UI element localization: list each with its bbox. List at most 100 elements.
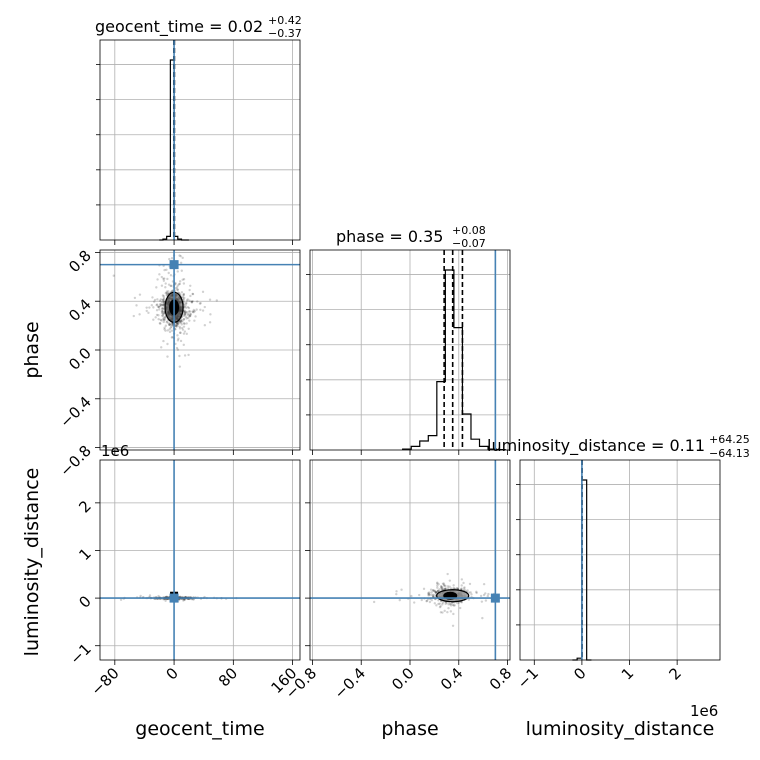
sample-point — [429, 588, 433, 591]
sample-point — [479, 594, 483, 598]
sample-point — [184, 313, 187, 317]
x-tick-label-phase: −0.4 — [331, 664, 369, 702]
sample-point — [436, 581, 439, 584]
sample-point — [158, 322, 162, 325]
sample-point — [167, 271, 170, 275]
sample-point — [441, 601, 445, 604]
sample-point — [179, 319, 183, 323]
sample-point — [188, 314, 192, 317]
sample-point — [183, 354, 187, 357]
sample-point — [164, 282, 167, 285]
sample-point — [133, 296, 137, 300]
sample-point — [463, 587, 466, 590]
sample-point — [442, 582, 446, 585]
sample-point — [431, 594, 435, 597]
sample-point — [186, 305, 190, 309]
sample-point — [183, 296, 186, 300]
sample-point — [439, 584, 443, 588]
sample-point — [468, 582, 472, 586]
sample-point — [184, 311, 188, 314]
sample-point — [190, 301, 194, 304]
sample-point — [186, 316, 190, 320]
sample-point — [432, 593, 435, 596]
sample-point — [182, 293, 185, 296]
sample-point — [203, 305, 206, 309]
sample-point — [162, 320, 165, 324]
sample-point — [185, 322, 188, 325]
sample-point — [170, 329, 174, 332]
y-tick-label-phase: −0.4 — [56, 393, 94, 431]
sample-point — [162, 312, 165, 315]
sample-point — [452, 612, 455, 616]
sample-point — [158, 299, 162, 303]
sample-point — [430, 593, 433, 597]
x-tick-label-phase: 0.0 — [388, 664, 418, 694]
sample-point — [201, 290, 205, 294]
sample-point — [181, 256, 184, 260]
sample-point — [187, 306, 191, 310]
sample-point — [138, 313, 141, 316]
sample-point — [398, 598, 401, 602]
sample-point — [440, 587, 444, 591]
sample-point — [161, 310, 164, 314]
sample-point — [182, 298, 185, 301]
sample-point — [182, 282, 186, 285]
sample-point — [162, 317, 165, 320]
sample-point — [192, 308, 196, 312]
sample-point — [162, 316, 166, 319]
x-tick-label-luminosity_distance: 0 — [570, 664, 589, 683]
sample-point — [157, 594, 160, 598]
sample-point — [154, 316, 157, 319]
sample-point — [182, 294, 185, 297]
sample-point — [466, 589, 469, 592]
sample-point — [436, 586, 439, 589]
sample-point — [181, 319, 184, 323]
sample-point — [138, 293, 142, 296]
sample-point — [400, 588, 403, 591]
y-tick-label-luminosity_distance: −1 — [66, 640, 94, 668]
sample-point — [439, 605, 442, 608]
sample-point — [171, 323, 174, 326]
sample-point — [179, 254, 182, 258]
sample-point — [176, 348, 180, 351]
sample-point — [176, 288, 180, 291]
sample-point — [184, 302, 188, 305]
sample-point — [449, 604, 453, 607]
sample-point — [157, 305, 160, 309]
sample-point — [167, 290, 170, 293]
sample-point — [159, 302, 162, 306]
sample-point — [160, 275, 164, 279]
sample-point — [170, 257, 174, 260]
sample-point — [171, 324, 174, 327]
sample-point — [443, 587, 447, 591]
sample-point — [162, 301, 165, 304]
sample-point — [162, 296, 166, 299]
sample-point — [176, 334, 179, 337]
sample-point — [163, 318, 166, 322]
sample-point — [153, 298, 157, 302]
sample-point — [174, 324, 177, 328]
sample-point — [176, 324, 179, 328]
sample-point — [199, 308, 202, 312]
sample-point — [166, 277, 169, 281]
sample-point — [178, 331, 182, 334]
sample-point — [186, 310, 189, 314]
sample-point — [176, 270, 179, 273]
sample-point — [152, 318, 155, 321]
sample-point — [170, 323, 173, 326]
sample-point — [395, 590, 398, 593]
sample-point — [155, 286, 158, 289]
sample-point — [184, 304, 187, 307]
sample-point — [446, 572, 449, 576]
sample-point — [417, 593, 421, 597]
sample-point — [431, 589, 435, 592]
x-tick-label-geocent_time: −80 — [88, 664, 123, 699]
sample-point — [203, 324, 207, 327]
title-phase: phase = 0.35 — [336, 227, 443, 246]
sample-point — [183, 312, 187, 316]
title-geocent-time: geocent_time = 0.02 — [95, 17, 263, 37]
sample-point — [168, 322, 172, 325]
sample-point — [187, 353, 190, 357]
sample-point — [188, 310, 192, 313]
sample-point — [462, 581, 465, 585]
